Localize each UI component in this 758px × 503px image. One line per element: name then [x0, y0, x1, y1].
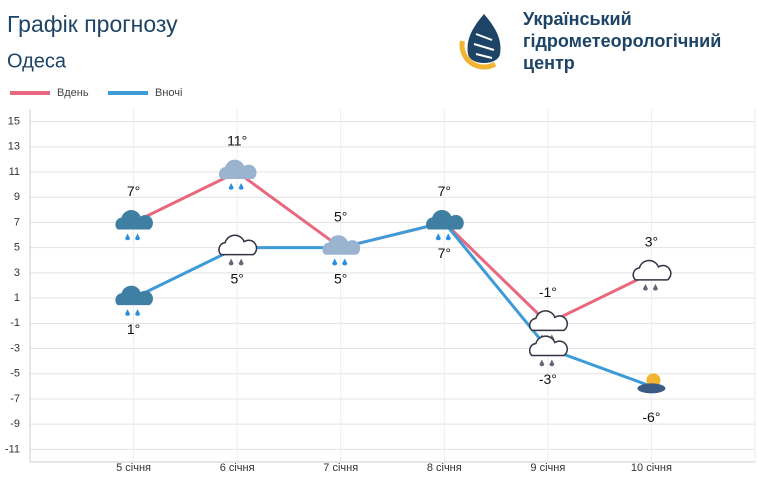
y-tick-label: -7	[10, 393, 20, 405]
value-label: 7°	[438, 245, 451, 261]
weather-icon	[322, 235, 361, 266]
drop	[342, 258, 348, 266]
drop	[652, 283, 658, 291]
cloud	[426, 210, 464, 230]
drop	[549, 359, 555, 367]
weather-icon	[632, 259, 672, 291]
drop	[332, 258, 338, 266]
x-tick-label: 8 січня	[427, 462, 462, 474]
cloud	[528, 310, 568, 332]
y-tick-label: 7	[14, 216, 20, 228]
drop	[125, 309, 131, 316]
y-tick-label: -11	[5, 443, 20, 455]
y-tick-label: -1	[10, 317, 20, 329]
value-label: -6°	[642, 409, 660, 425]
y-tick-label: 1	[14, 292, 20, 304]
cloud	[218, 159, 257, 180]
drop	[445, 233, 451, 241]
page-title: Графік прогнозу	[7, 11, 178, 37]
x-tick-label: 9 січня	[530, 462, 565, 474]
drop	[228, 258, 234, 266]
drop	[135, 309, 141, 316]
cloud	[115, 210, 153, 230]
org-name: гідрометеорологічний	[523, 31, 721, 51]
x-tick-label: 6 січня	[220, 462, 255, 474]
legend-label: Вночі	[155, 87, 182, 99]
x-tick-label: 7 січня	[323, 462, 358, 474]
drop	[228, 183, 234, 190]
value-label: 7°	[438, 183, 451, 199]
y-tick-label: 3	[14, 267, 20, 279]
cloud	[115, 285, 153, 306]
y-tick-label: -3	[10, 342, 20, 354]
value-label: 5°	[334, 270, 347, 286]
value-label: 7°	[127, 183, 140, 199]
weather-icon	[115, 285, 153, 316]
cloud	[528, 335, 568, 357]
value-label: 5°	[230, 270, 243, 286]
value-label: 11°	[227, 133, 247, 149]
city-name: Одеса	[7, 50, 67, 72]
weather-icon	[115, 210, 153, 241]
drop	[642, 283, 648, 291]
series-line	[132, 220, 652, 388]
org-name: центр	[523, 53, 575, 73]
value-label: 1°	[127, 321, 140, 337]
drop	[238, 258, 244, 266]
logo: Український гідрометеорологічний центр	[459, 9, 721, 73]
org-name: Український	[523, 9, 632, 29]
cloud	[637, 383, 666, 394]
weather-icon	[218, 159, 257, 190]
cloud	[632, 259, 672, 281]
drop	[435, 233, 441, 241]
drop	[135, 233, 141, 241]
y-tick-label: 9	[14, 191, 20, 203]
value-label: 3°	[645, 234, 658, 250]
weather-icon	[218, 234, 258, 266]
y-tick-label: 15	[8, 116, 20, 128]
x-tick-label: 10 січня	[631, 462, 672, 474]
cloud	[322, 235, 361, 255]
cloud	[218, 234, 258, 256]
drop	[238, 183, 244, 190]
legend-label: Вдень	[57, 87, 89, 99]
weather-icon	[426, 210, 464, 241]
value-label: -3°	[539, 371, 557, 387]
x-tick-label: 5 січня	[116, 462, 151, 474]
drop	[125, 233, 131, 241]
value-label: -1°	[539, 284, 557, 300]
y-tick-label: 13	[8, 141, 20, 153]
drop	[539, 359, 545, 367]
y-tick-label: -5	[10, 368, 20, 380]
y-tick-label: 11	[9, 166, 20, 178]
weather-icon	[528, 335, 568, 367]
weather-icon	[637, 373, 666, 394]
value-label: 5°	[334, 208, 347, 224]
y-tick-label: -9	[10, 418, 20, 430]
y-tick-label: 5	[14, 242, 20, 254]
